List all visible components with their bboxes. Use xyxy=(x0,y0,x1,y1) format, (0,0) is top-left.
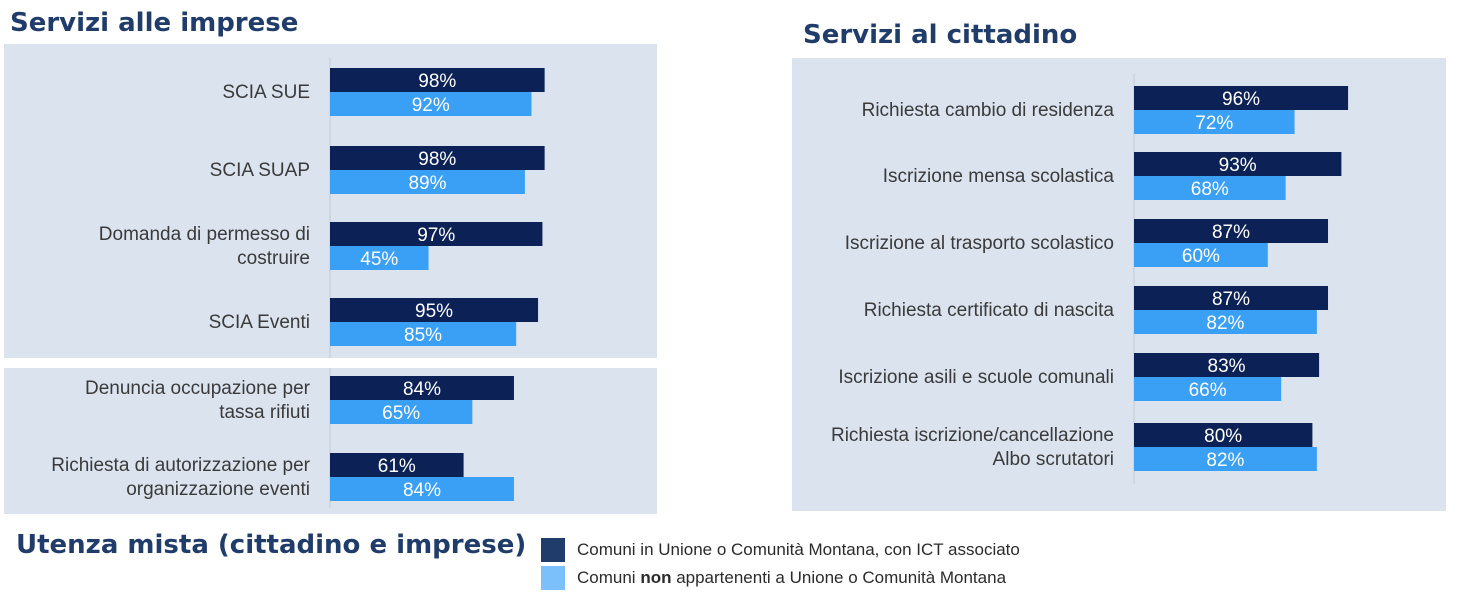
legend-label-series1: Comuni in Unione o Comunità Montana, con… xyxy=(577,540,1020,559)
cittadino-category-label-4-0: Iscrizione asili e scuole comunali xyxy=(838,367,1114,388)
cittadino-bar-series2-5 xyxy=(1134,447,1317,471)
imprese-category-label-2-0: Domanda di permesso di xyxy=(99,224,310,245)
imprese-bar-series2-3 xyxy=(330,322,517,346)
cittadino-label-series1-0: 96% xyxy=(1222,89,1260,110)
imprese-bar-series1-0 xyxy=(330,68,545,92)
imprese-label-series2-1: 89% xyxy=(408,173,446,194)
title-utenza-mista: Utenza mista (cittadino e imprese) xyxy=(16,530,527,560)
legend-item-series1: Comuni in Unione o Comunità Montana, con… xyxy=(541,538,1020,562)
cittadino-label-series2-1: 68% xyxy=(1191,179,1229,200)
mista-label-series2-1: 84% xyxy=(403,480,441,501)
mista-label-series1-1: 61% xyxy=(378,456,416,477)
imprese-label-series2-3: 85% xyxy=(404,325,442,346)
imprese-label-series2-2: 45% xyxy=(360,249,398,270)
mista-bar-series2-1 xyxy=(330,477,514,501)
imprese-bar-series1-2 xyxy=(330,222,543,246)
mista-category-label-1-1: organizzazione eventi xyxy=(126,479,310,500)
title-servizi-cittadino: Servizi al cittadino xyxy=(803,20,1078,50)
cittadino-label-series2-4: 66% xyxy=(1189,380,1227,401)
cittadino-bar-series1-1 xyxy=(1134,152,1342,176)
cittadino-label-series2-0: 72% xyxy=(1195,113,1233,134)
cittadino-category-label-5-1: Albo scrutatori xyxy=(993,449,1114,470)
mista-category-label-0-0: Denuncia occupazione per xyxy=(85,378,311,399)
imprese-bar-series2-0 xyxy=(330,92,532,116)
imprese-category-label-2-1: costruire xyxy=(237,248,310,269)
imprese-label-series1-3: 95% xyxy=(415,301,453,322)
cittadino-label-series1-5: 80% xyxy=(1204,426,1242,447)
imprese-label-series1-2: 97% xyxy=(417,225,455,246)
legend-label-series2-bold: non xyxy=(640,568,672,587)
panel-servizi-cittadino xyxy=(792,58,1446,511)
cittadino-category-label-0-0: Richiesta cambio di residenza xyxy=(862,100,1115,121)
mista-category-label-0-1: tassa rifiuti xyxy=(219,402,310,423)
cittadino-label-series2-5: 82% xyxy=(1206,450,1244,471)
cittadino-category-label-3-0: Richiesta certificato di nascita xyxy=(864,300,1115,321)
imprese-bar-series1-1 xyxy=(330,146,545,170)
mista-label-series2-0: 65% xyxy=(382,403,420,424)
cittadino-category-label-5-0: Richiesta iscrizione/cancellazione xyxy=(831,425,1114,446)
imprese-label-series2-0: 92% xyxy=(412,95,450,116)
legend-swatch-series2 xyxy=(541,566,565,590)
mista-bar-series1-1 xyxy=(330,453,464,477)
imprese-bar-series2-1 xyxy=(330,170,525,194)
imprese-bar-series2-2 xyxy=(330,246,429,270)
cittadino-category-label-2-0: Iscrizione al trasporto scolastico xyxy=(845,233,1114,254)
cittadino-bar-series2-1 xyxy=(1134,176,1286,200)
cittadino-bar-series1-2 xyxy=(1134,219,1329,243)
mista-bar-series2-0 xyxy=(330,400,473,424)
cittadino-bar-series1-4 xyxy=(1134,353,1320,377)
imprese-category-label-0-0: SCIA SUE xyxy=(222,82,310,103)
cittadino-label-series1-2: 87% xyxy=(1212,222,1250,243)
legend-label-series2-post: appartenenti a Unione o Comunità Montana xyxy=(671,568,1007,587)
cittadino-bar-series2-4 xyxy=(1134,377,1282,401)
cittadino-label-series1-3: 87% xyxy=(1212,289,1250,310)
cittadino-bar-series1-0 xyxy=(1134,86,1349,110)
imprese-bar-series1-3 xyxy=(330,298,539,322)
cittadino-bar-series1-5 xyxy=(1134,423,1313,447)
cittadino-bar-series2-3 xyxy=(1134,310,1317,334)
legend-label-series2: Comuni non appartenenti a Unione o Comun… xyxy=(577,568,1006,588)
mista-label-series1-0: 84% xyxy=(403,379,441,400)
cittadino-label-series1-4: 83% xyxy=(1208,356,1246,377)
imprese-category-label-3-0: SCIA Eventi xyxy=(209,312,310,333)
mista-category-label-1-0: Richiesta di autorizzazione per xyxy=(51,455,310,476)
cittadino-label-series1-1: 93% xyxy=(1219,155,1257,176)
imprese-label-series1-0: 98% xyxy=(418,71,456,92)
title-servizi-imprese: Servizi alle imprese xyxy=(10,8,299,38)
legend-label-series2-pre: Comuni xyxy=(577,568,641,587)
legend-item-series2: Comuni non appartenenti a Unione o Comun… xyxy=(541,566,1006,590)
mista-bar-series1-0 xyxy=(330,376,514,400)
imprese-category-label-1-0: SCIA SUAP xyxy=(210,160,310,181)
imprese-label-series1-1: 98% xyxy=(418,149,456,170)
legend-swatch-series1 xyxy=(541,538,565,562)
cittadino-category-label-1-0: Iscrizione mensa scolastica xyxy=(883,166,1115,187)
cittadino-bar-series2-2 xyxy=(1134,243,1268,267)
cittadino-label-series2-3: 82% xyxy=(1206,313,1244,334)
cittadino-bar-series2-0 xyxy=(1134,110,1295,134)
cittadino-bar-series1-3 xyxy=(1134,286,1329,310)
cittadino-label-series2-2: 60% xyxy=(1182,246,1220,267)
